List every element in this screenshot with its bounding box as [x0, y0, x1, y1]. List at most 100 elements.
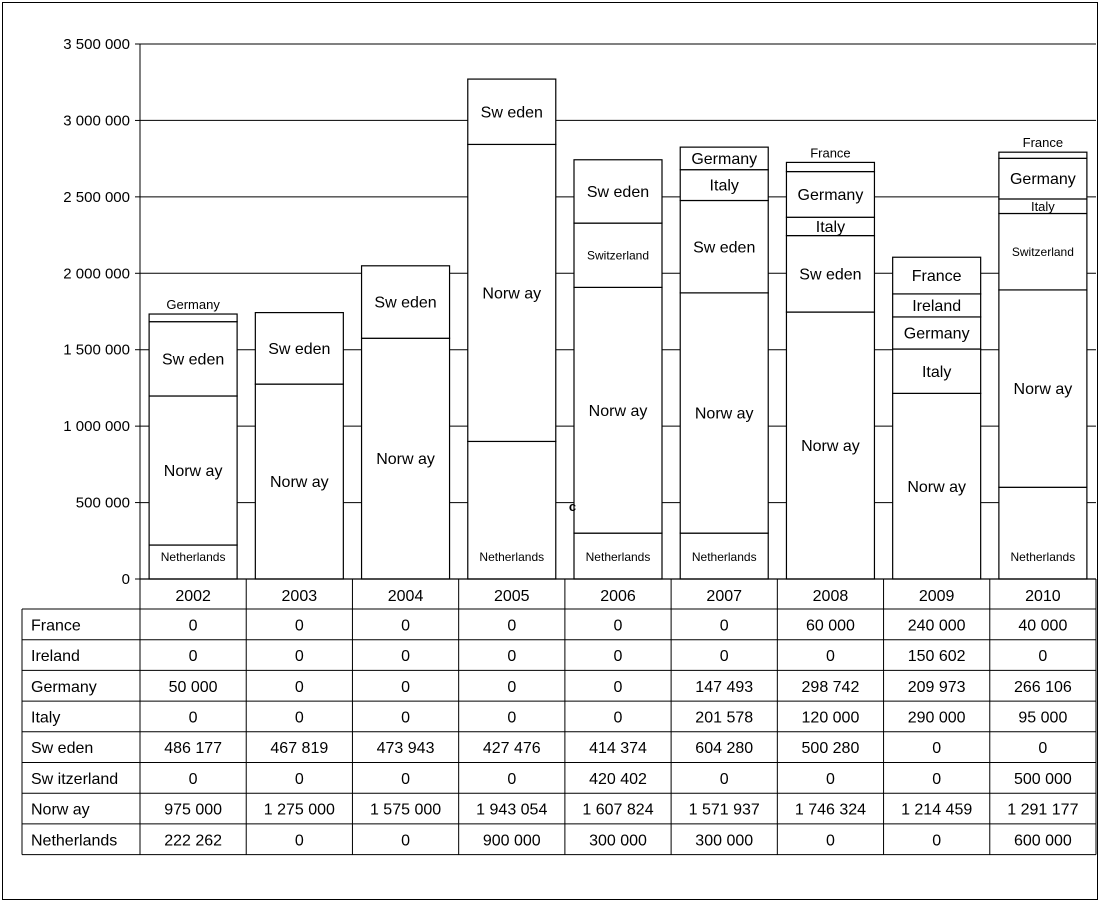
- bar-label-norway: Norw ay: [907, 479, 966, 496]
- bar-label-switzerland: Switzerland: [587, 248, 649, 262]
- table-cell: 222 262: [164, 832, 222, 849]
- table-cell: 0: [826, 832, 835, 849]
- bar-label-france: France: [810, 145, 850, 160]
- bar-segment-sweden: [148, 321, 238, 397]
- x-tick-label: 2004: [388, 588, 424, 605]
- bar-label-italy: Italy: [816, 219, 845, 236]
- y-tick-label: 3 500 000: [63, 36, 130, 53]
- table-cell: 300 000: [589, 832, 647, 849]
- bar-segment-netherlands: [467, 440, 557, 580]
- x-tick-label: 2010: [1025, 588, 1061, 605]
- bar-segment-norway: [892, 392, 982, 580]
- y-tick-label: 2 000 000: [63, 265, 130, 282]
- bar-segment-germany: [148, 313, 238, 323]
- bar-label-netherlands: Netherlands: [692, 550, 757, 564]
- bar-label-sweden: Sw eden: [162, 351, 224, 368]
- table-cell: 0: [507, 709, 516, 726]
- bar-label-sweden: Sw eden: [481, 104, 543, 121]
- table-cell: 1 746 324: [795, 802, 866, 819]
- bar-label-norway: Norw ay: [1014, 381, 1073, 398]
- bar-label-germany: Germany: [691, 151, 757, 168]
- table-cell: 0: [295, 679, 304, 696]
- bar-segment-sweden: [254, 311, 344, 385]
- x-tick-label: 2003: [282, 588, 318, 605]
- table-cell: 0: [295, 709, 304, 726]
- x-tick-label: 2006: [600, 588, 636, 605]
- table-cell: 1 607 824: [582, 802, 653, 819]
- bar-label-netherlands: Netherlands: [586, 550, 651, 564]
- table-cell: 1 571 937: [689, 802, 760, 819]
- bar-label-germany: Germany: [1010, 171, 1076, 188]
- table-cell: 0: [401, 648, 410, 665]
- bar-label-sweden: Sw eden: [587, 184, 649, 201]
- bar-label-germany: Germany: [798, 187, 864, 204]
- table-cell: 414 374: [589, 740, 647, 757]
- table-cell: 120 000: [802, 709, 860, 726]
- table-cell: 0: [507, 617, 516, 634]
- bar-segment-france: [998, 151, 1088, 159]
- table-row-label: Germany: [31, 679, 97, 696]
- x-tick-label: 2002: [175, 588, 211, 605]
- table-row-label: Italy: [31, 709, 60, 726]
- bar-label-ireland: Ireland: [912, 298, 961, 315]
- bar-segment-norway: [573, 286, 663, 534]
- table-cell: 0: [189, 709, 198, 726]
- x-tick-label: 2009: [919, 588, 955, 605]
- bar-label-norway: Norw ay: [482, 286, 541, 303]
- table-cell: 0: [826, 648, 835, 665]
- table-cell: 0: [614, 679, 623, 696]
- table-cell: 0: [295, 832, 304, 849]
- bar-segment-germany: [679, 146, 769, 171]
- bar-label-netherlands: Netherlands: [161, 550, 226, 564]
- bar-label-italy: Italy: [710, 178, 739, 195]
- table-cell: 0: [295, 648, 304, 665]
- table-cell: 290 000: [908, 709, 966, 726]
- bar-segment-norway: [467, 143, 557, 443]
- table-cell: 60 000: [806, 617, 855, 634]
- stray-annotation: c: [569, 499, 576, 514]
- bar-segment-switzerland: [573, 222, 663, 288]
- bar-segment-sweden: [679, 199, 769, 294]
- table-cell: 0: [507, 648, 516, 665]
- bar-label-norway: Norw ay: [376, 451, 435, 468]
- table-cell: 975 000: [164, 802, 222, 819]
- x-tick-label: 2005: [494, 588, 530, 605]
- bar-segment-germany: [998, 157, 1088, 200]
- table-cell: 240 000: [908, 617, 966, 634]
- table-row-label: Norw ay: [31, 802, 90, 819]
- bar-label-norway: Norw ay: [589, 403, 648, 420]
- table-cell: 0: [932, 740, 941, 757]
- table-cell: 0: [720, 617, 729, 634]
- bar-segment-norway: [785, 311, 876, 580]
- table-cell: 0: [507, 771, 516, 788]
- bar-label-norway: Norw ay: [164, 463, 223, 480]
- table-cell: 298 742: [802, 679, 860, 696]
- table-cell: 604 280: [695, 740, 753, 757]
- table-cell: 0: [826, 771, 835, 788]
- table-cell: 500 000: [1014, 771, 1072, 788]
- table-cell: 95 000: [1018, 709, 1067, 726]
- table-cell: 150 602: [908, 648, 966, 665]
- table-cell: 50 000: [169, 679, 218, 696]
- x-tick-label: 2007: [706, 588, 742, 605]
- bar-segment-norway: [360, 337, 451, 580]
- table-cell: 0: [932, 832, 941, 849]
- bar-label-france: France: [1023, 135, 1063, 150]
- table-cell: 1 291 177: [1007, 802, 1078, 819]
- table-row-label: Sw eden: [31, 740, 93, 757]
- bar-label-germany: Germany: [166, 297, 220, 312]
- bar-label-sweden: Sw eden: [693, 239, 755, 256]
- table-cell: 0: [614, 648, 623, 665]
- x-tick-label: 2008: [813, 588, 849, 605]
- table-cell: 0: [1038, 740, 1047, 757]
- bar-label-sweden: Sw eden: [799, 266, 861, 283]
- table-cell: 0: [295, 771, 304, 788]
- bar-segment-germany: [892, 316, 982, 350]
- y-tick-label: 3 000 000: [63, 112, 130, 129]
- table-cell: 1 214 459: [901, 802, 972, 819]
- table-cell: 0: [720, 771, 729, 788]
- table-cell: 467 819: [270, 740, 328, 757]
- bar-label-sweden: Sw eden: [268, 341, 330, 358]
- bar-segment-germany: [785, 170, 876, 218]
